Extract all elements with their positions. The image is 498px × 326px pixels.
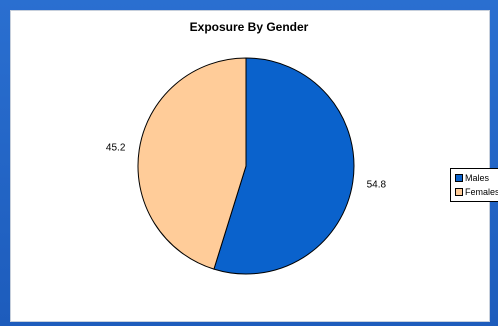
data-label-females: 45.2 <box>106 143 126 154</box>
pie-slice-males <box>213 57 355 275</box>
legend-swatch-males <box>455 173 463 182</box>
legend-item-males: Males <box>455 173 489 184</box>
legend-swatch-females <box>455 187 463 196</box>
pie-slice-females <box>137 57 247 270</box>
legend: Males Females <box>450 168 498 202</box>
legend-label-males: Males <box>465 173 490 183</box>
chart-title: Exposure By Gender <box>189 20 309 34</box>
data-label-males: 54.8 <box>367 179 387 190</box>
legend-item-females: Females <box>455 187 498 198</box>
legend-label-females: Females <box>465 187 498 197</box>
